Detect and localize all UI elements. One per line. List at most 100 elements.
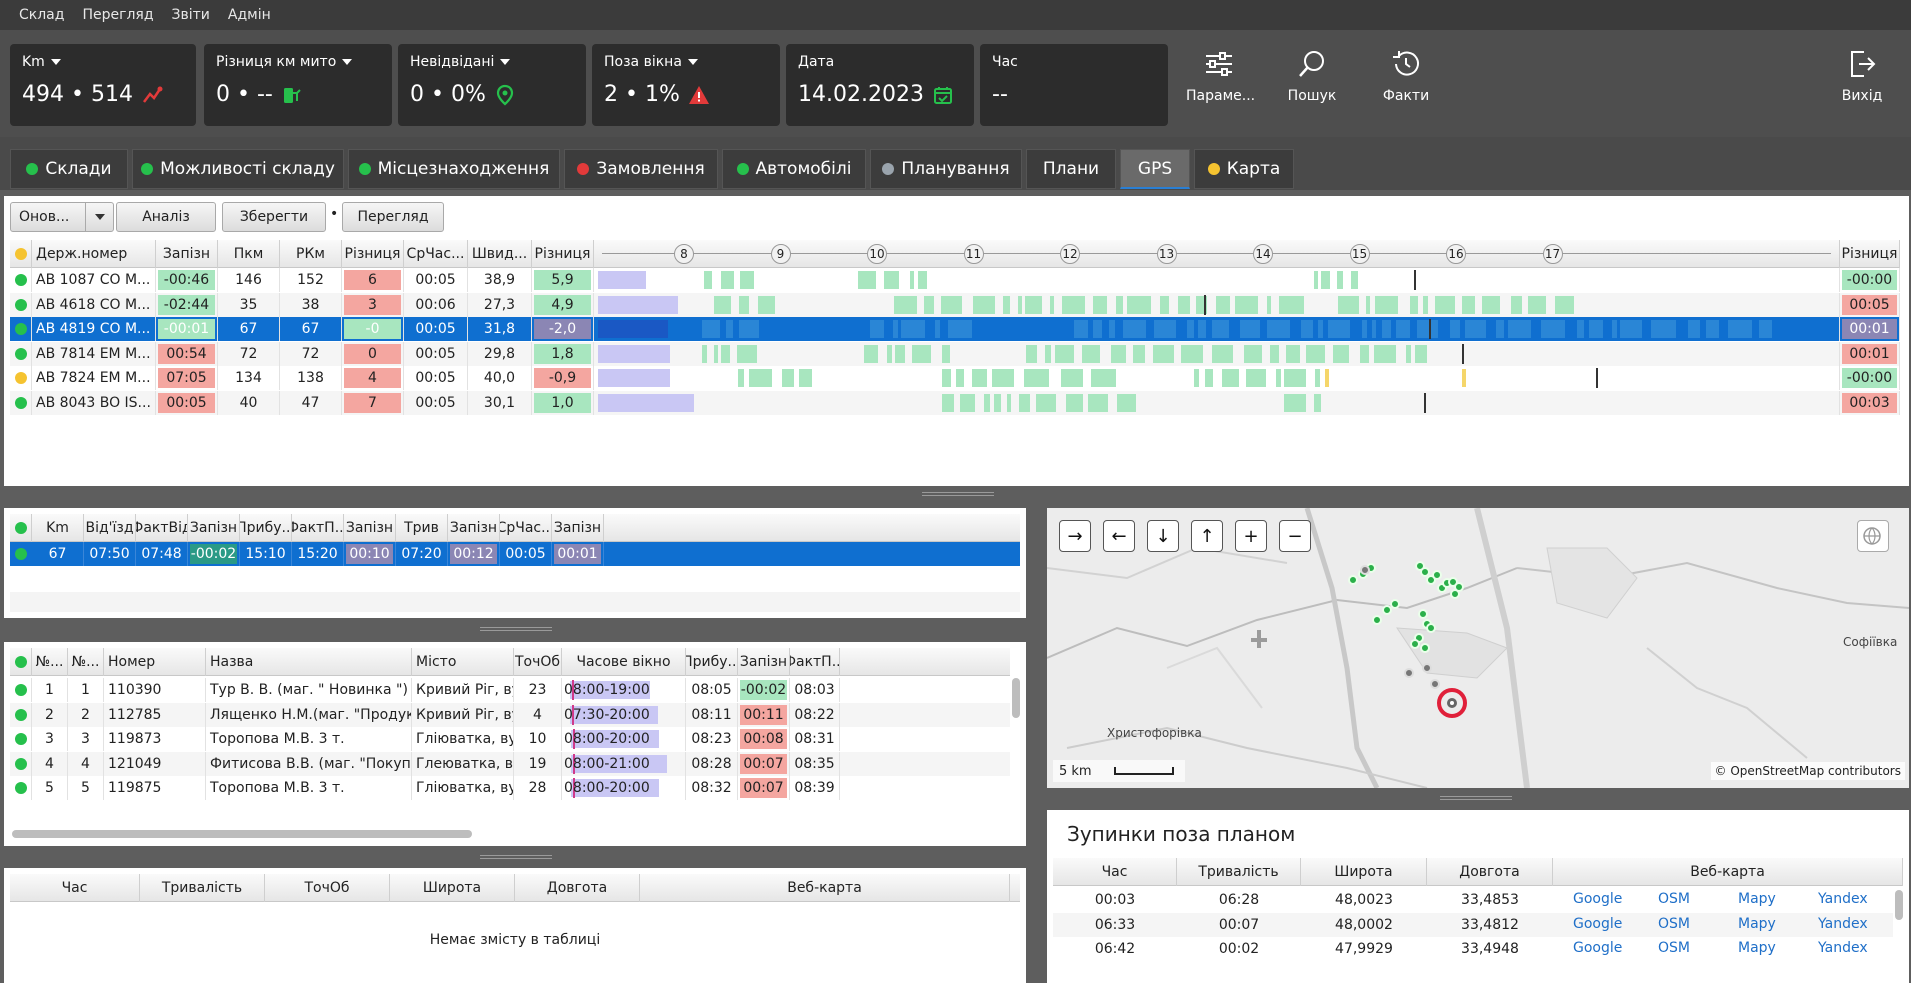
stops-col-header[interactable]: ТочОб: [514, 648, 562, 676]
gps-row[interactable]: AB 8043 BO IS... 00:05 40 47 7 00:05 30,1 1,0 00…: [10, 390, 1900, 415]
exit-button[interactable]: Вихід: [1840, 48, 1884, 104]
mapy-link[interactable]: Mapy: [1738, 940, 1776, 956]
tab-map[interactable]: Карта: [1194, 149, 1294, 189]
stop-point-marker[interactable]: [1404, 668, 1414, 678]
col-diff[interactable]: Різниця: [342, 240, 404, 268]
gps-timeline[interactable]: [594, 268, 1840, 292]
trip-col-header[interactable]: Від'їзд: [84, 514, 136, 542]
gps-row[interactable]: AB 4819 CO M... -00:01 67 67 -0 00:05 31,8 -2,0…: [10, 317, 1900, 341]
yandex-link[interactable]: Yandex: [1818, 940, 1868, 956]
col-time[interactable]: Час: [1053, 858, 1177, 886]
gps-point-marker[interactable]: [1432, 570, 1442, 580]
osm-link[interactable]: OSM: [1658, 915, 1690, 932]
map-layer-button[interactable]: [1857, 520, 1889, 552]
gps-point-marker[interactable]: [1418, 609, 1428, 619]
pan-down-button[interactable]: ↓: [1147, 520, 1179, 552]
gps-point-marker[interactable]: [1420, 643, 1430, 653]
chevron-down-icon[interactable]: [85, 203, 113, 231]
gps-point-marker[interactable]: [1372, 615, 1382, 625]
tab-locations[interactable]: Місцезнаходження: [348, 149, 560, 189]
stop-point-marker[interactable]: [1430, 679, 1440, 689]
mapy-link[interactable]: Mapy: [1738, 915, 1776, 932]
kpi-time[interactable]: Час --: [980, 44, 1168, 126]
col-web-map[interactable]: Веб-карта: [640, 874, 1010, 902]
tab-warehouse-capabilities[interactable]: Можливості складу: [132, 149, 344, 189]
gps-point-marker[interactable]: [1450, 589, 1460, 599]
stop-point-marker[interactable]: [1422, 663, 1432, 673]
gps-row[interactable]: AB 4618 CO M... -02:44 35 38 3 00:06 27,3 4,9 00…: [10, 292, 1900, 317]
pan-right-button[interactable]: →: [1059, 520, 1091, 552]
vertical-scrollbar[interactable]: [1895, 890, 1903, 920]
unplanned-row[interactable]: 06:42 00:02 47,9929 33,4948 Google OSM Mapy Yan…: [1053, 937, 1893, 961]
col-end-diff[interactable]: Різниця: [1840, 240, 1900, 268]
trip-row[interactable]: 67 07:50 07:48 -00:02 15:10 15:20 00:10 07:20 00…: [10, 542, 1020, 566]
kpi-km[interactable]: Km 494 • 514: [10, 44, 196, 126]
horizontal-scrollbar[interactable]: [12, 830, 472, 838]
gps-row[interactable]: AB 7824 EM M... 07:05 134 138 4 00:05 40,0 -0,9…: [10, 366, 1900, 390]
col-avg-time[interactable]: СрЧас...: [404, 240, 468, 268]
target-marker-icon[interactable]: [1435, 686, 1469, 720]
stops-row[interactable]: 1 1 110390 Тур В. В. (маг. " Новинка ") Крив…: [10, 678, 1010, 702]
refresh-dropdown[interactable]: Онов...: [10, 202, 114, 232]
gps-point-marker[interactable]: [1382, 605, 1392, 615]
facts-button[interactable]: Факти: [1378, 48, 1434, 104]
stops-col-header[interactable]: Місто: [412, 648, 514, 676]
map-canvas[interactable]: [1047, 508, 1909, 788]
col-late[interactable]: Запізн: [156, 240, 218, 268]
kpi-outside-window[interactable]: Поза вікна 2 • 1%: [592, 44, 780, 126]
col-diff2[interactable]: Різниця: [532, 240, 594, 268]
splitter-handle[interactable]: [480, 855, 552, 861]
zoom-in-button[interactable]: +: [1235, 520, 1267, 552]
gps-point-marker[interactable]: [1426, 575, 1436, 585]
gps-row[interactable]: AB 7814 EM M... 00:54 72 72 0 00:05 29,8 1,8 00:…: [10, 341, 1900, 366]
tab-vehicles[interactable]: Автомобілі: [722, 149, 866, 189]
col-point[interactable]: ТочОб: [265, 874, 390, 902]
trip-col-header[interactable]: Трив: [396, 514, 448, 542]
gps-point-marker[interactable]: [1420, 567, 1430, 577]
splitter-handle[interactable]: [1440, 796, 1512, 802]
mapy-link[interactable]: Mapy: [1738, 891, 1776, 907]
col-latitude[interactable]: Широта: [1301, 858, 1427, 886]
col-latitude[interactable]: Широта: [390, 874, 515, 902]
trip-col-header[interactable]: Запізн: [188, 514, 240, 542]
kpi-date[interactable]: Дата 14.02.2023: [786, 44, 974, 126]
trip-col-header[interactable]: Запізн: [448, 514, 500, 542]
col-longitude[interactable]: Довгота: [1427, 858, 1553, 886]
stops-col-header[interactable]: Часове вікно: [562, 648, 686, 676]
col-pkm[interactable]: Пкм: [218, 240, 280, 268]
osm-link[interactable]: OSM: [1658, 940, 1690, 956]
gps-timeline[interactable]: [594, 341, 1840, 366]
menu-sklad[interactable]: Склад: [19, 7, 65, 23]
tab-planning[interactable]: Планування: [870, 149, 1022, 189]
gps-row[interactable]: AB 1087 CO M... -00:46 146 152 6 00:05 38,9 5,9…: [10, 268, 1900, 292]
kpi-unvisited[interactable]: Невідвідані 0 • 0%: [398, 44, 586, 126]
col-duration[interactable]: Тривалість: [1177, 858, 1301, 886]
gps-timeline[interactable]: [594, 317, 1840, 341]
view-button[interactable]: Перегляд: [342, 202, 444, 232]
osm-link[interactable]: OSM: [1658, 891, 1690, 907]
analyze-button[interactable]: Аналіз: [116, 202, 216, 232]
splitter-handle[interactable]: [480, 627, 552, 633]
col-longitude[interactable]: Довгота: [515, 874, 640, 902]
trip-col-header[interactable]: СрЧас...: [500, 514, 552, 542]
menu-reports[interactable]: Звіти: [171, 7, 210, 23]
pan-up-button[interactable]: ↑: [1191, 520, 1223, 552]
stops-col-header[interactable]: №...: [68, 648, 104, 676]
trip-col-header[interactable]: Прибу...: [240, 514, 292, 542]
stops-col-header[interactable]: №...: [32, 648, 68, 676]
kpi-toll-diff[interactable]: Різниця км мито 0 • --: [204, 44, 392, 126]
trip-col-header[interactable]: Запізн: [344, 514, 396, 542]
gps-point-marker[interactable]: [1390, 599, 1400, 609]
trip-col-header[interactable]: ФактП...: [292, 514, 344, 542]
yandex-link[interactable]: Yandex: [1818, 915, 1868, 932]
params-button[interactable]: Параме...: [1186, 48, 1255, 104]
zoom-out-button[interactable]: −: [1279, 520, 1311, 552]
trip-col-header[interactable]: ФактВід: [136, 514, 188, 542]
col-time[interactable]: Час: [10, 874, 140, 902]
stops-col-header[interactable]: Назва: [206, 648, 412, 676]
stops-col-header[interactable]: Запізн: [738, 648, 790, 676]
save-button[interactable]: Зберегти: [222, 202, 326, 232]
